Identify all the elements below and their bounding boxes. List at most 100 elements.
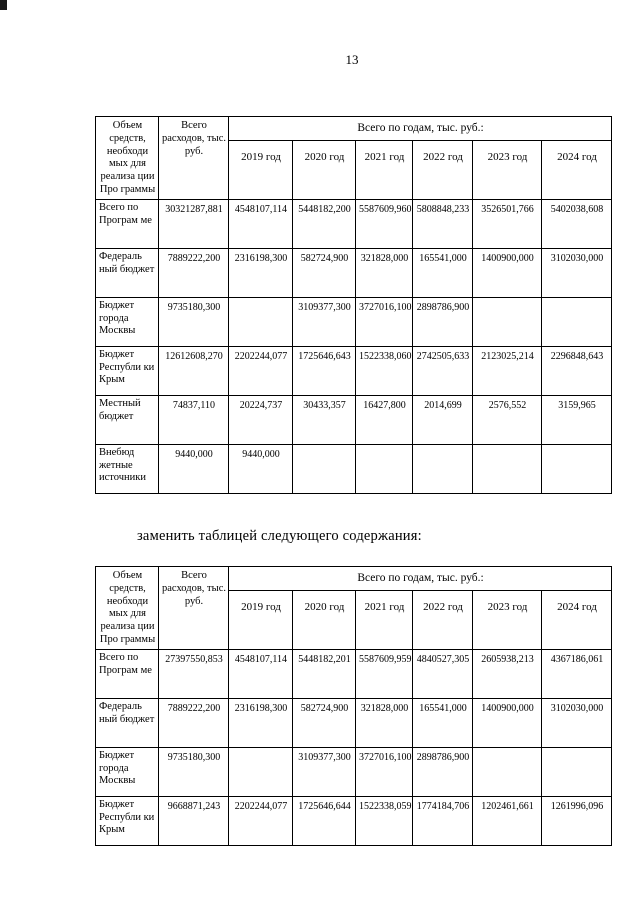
year-value-cell: 2576,552 [472, 394, 542, 445]
year-value-cell: 3102030,000 [540, 697, 613, 748]
year-value-cell [228, 746, 293, 797]
table-row: Бюджет Республи ки Крым 9668871,243 220224… [95, 795, 613, 846]
replace-instruction-text: заменить таблицей следующего содержания: [137, 528, 422, 544]
scan-artifact [0, 0, 7, 10]
year-value-cell: 5587609,959 [355, 648, 413, 699]
year-value-cell: 1725646,643 [292, 345, 356, 396]
year-value-cell: 4840527,305 [412, 648, 473, 699]
header-years-group: Всего по годам, тыс. руб.: [227, 566, 613, 591]
row-label: Местный бюджет [95, 394, 159, 445]
header-funds-column: Объем средств, необходи мых для реализа … [95, 116, 159, 200]
total-expenses-cell: 12612608,270 [158, 345, 229, 396]
header-year-label: 2024 год [540, 590, 613, 650]
year-value-cell: 30433,357 [292, 394, 356, 445]
table-row: Внебюд жетные источники 9440,000 9440,000 [95, 443, 613, 494]
row-label: Бюджет города Москвы [95, 296, 159, 347]
row-label: Федераль ный бюджет [95, 247, 159, 298]
year-value-cell: 3727016,100 [355, 746, 413, 797]
year-value-cell [292, 443, 356, 494]
year-value-cell [540, 746, 613, 797]
row-label: Бюджет города Москвы [95, 746, 159, 797]
year-value-cell [472, 746, 542, 797]
header-year-label: 2021 год [355, 590, 413, 650]
table-row: Бюджет города Москвы 9735180,300 3109377,3… [95, 746, 613, 797]
year-value-cell: 4548107,114 [228, 198, 293, 249]
year-value-cell: 2296848,643 [540, 345, 613, 396]
year-value-cell: 3727016,100 [355, 296, 413, 347]
total-expenses-cell: 9735180,300 [158, 746, 229, 797]
budget-table-original: Объем средств, необходи мых для реализа … [95, 116, 613, 494]
year-value-cell: 165541,000 [412, 247, 473, 298]
year-value-cell: 2202244,077 [228, 345, 293, 396]
year-value-cell: 16427,800 [355, 394, 413, 445]
year-value-cell [540, 296, 613, 347]
year-value-cell: 3109377,300 [292, 296, 356, 347]
year-value-cell: 1522338,060 [355, 345, 413, 396]
year-value-cell: 165541,000 [412, 697, 473, 748]
year-value-cell: 1400900,000 [472, 697, 542, 748]
total-expenses-cell: 9668871,243 [158, 795, 229, 846]
total-expenses-cell: 74837,110 [158, 394, 229, 445]
total-expenses-cell: 7889222,200 [158, 247, 229, 298]
year-value-cell: 2014,699 [412, 394, 473, 445]
header-year-label: 2021 год [355, 140, 413, 200]
year-value-cell [228, 296, 293, 347]
header-funds-column: Объем средств, необходи мых для реализа … [95, 566, 159, 650]
year-value-cell: 321828,000 [355, 697, 413, 748]
year-value-cell [412, 443, 473, 494]
year-value-cell: 1725646,644 [292, 795, 356, 846]
year-value-cell: 1522338,059 [355, 795, 413, 846]
table-row: Бюджет города Москвы 9735180,300 3109377,3… [95, 296, 613, 347]
row-label: Бюджет Республи ки Крым [95, 345, 159, 396]
year-value-cell: 2316198,300 [228, 697, 293, 748]
year-value-cell: 5448182,200 [292, 198, 356, 249]
header-year-label: 2022 год [412, 140, 473, 200]
year-value-cell: 5448182,201 [292, 648, 356, 699]
row-label: Бюджет Республи ки Крым [95, 795, 159, 846]
year-value-cell: 2898786,900 [412, 746, 473, 797]
year-value-cell: 3109377,300 [292, 746, 356, 797]
header-year-label: 2024 год [540, 140, 613, 200]
year-value-cell: 3102030,000 [540, 247, 613, 298]
row-label: Внебюд жетные источники [95, 443, 159, 494]
year-value-cell [472, 443, 542, 494]
year-value-cell: 5808848,233 [412, 198, 473, 249]
table-row: Федераль ный бюджет 7889222,200 2316198,30… [95, 697, 613, 748]
header-year-label: 2019 год [228, 590, 293, 650]
year-value-cell: 1202461,661 [472, 795, 542, 846]
year-value-cell: 582724,900 [292, 697, 356, 748]
year-value-cell: 3526501,766 [472, 198, 542, 249]
year-value-cell: 1261996,096 [540, 795, 613, 846]
year-value-cell: 582724,900 [292, 247, 356, 298]
year-value-cell: 20224,737 [228, 394, 293, 445]
year-value-cell: 1774184,706 [412, 795, 473, 846]
header-years-group: Всего по годам, тыс. руб.: [227, 116, 613, 141]
header-total-column: Всего расходов, тыс. руб. [158, 566, 229, 650]
table-row: Федераль ный бюджет 7889222,200 2316198,30… [95, 247, 613, 298]
table-row: Бюджет Республи ки Крым 12612608,270 22022… [95, 345, 613, 396]
year-value-cell: 2202244,077 [228, 795, 293, 846]
year-value-cell: 2123025,214 [472, 345, 542, 396]
year-value-cell: 2316198,300 [228, 247, 293, 298]
row-label: Всего по Програм ме [95, 198, 159, 249]
year-value-cell: 2898786,900 [412, 296, 473, 347]
year-value-cell: 5587609,960 [355, 198, 413, 249]
table-row: Всего по Програм ме 30321287,881 4548107,1… [95, 198, 613, 249]
header-year-label: 2023 год [472, 590, 542, 650]
table-row: Всего по Програм ме 27397550,853 4548107,1… [95, 648, 613, 699]
total-expenses-cell: 7889222,200 [158, 697, 229, 748]
table-row: Местный бюджет 74837,110 20224,737 30433,35… [95, 394, 613, 445]
header-total-column: Всего расходов, тыс. руб. [158, 116, 229, 200]
year-value-cell: 5402038,608 [540, 198, 613, 249]
page-number: 13 [345, 52, 359, 67]
row-label: Федераль ный бюджет [95, 697, 159, 748]
header-year-label: 2020 год [292, 140, 356, 200]
total-expenses-cell: 30321287,881 [158, 198, 229, 249]
total-expenses-cell: 9735180,300 [158, 296, 229, 347]
year-value-cell: 9440,000 [228, 443, 293, 494]
header-year-label: 2022 год [412, 590, 473, 650]
row-label: Всего по Програм ме [95, 648, 159, 699]
budget-table-replacement: Объем средств, необходи мых для реализа … [95, 566, 613, 846]
year-value-cell [472, 296, 542, 347]
total-expenses-cell: 27397550,853 [158, 648, 229, 699]
